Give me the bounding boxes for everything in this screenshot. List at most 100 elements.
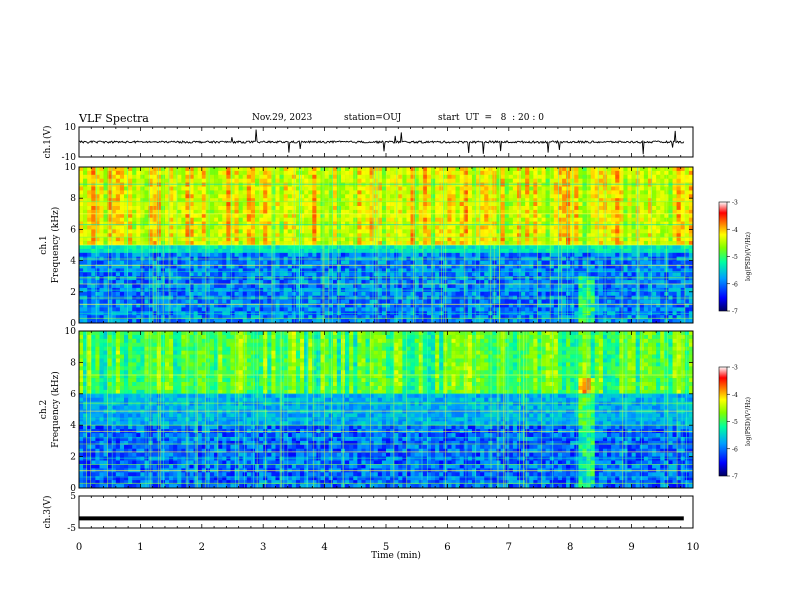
spectrogram-cell bbox=[177, 186, 182, 191]
spectrogram-cell bbox=[512, 276, 518, 281]
spectrogram-cell bbox=[140, 237, 145, 242]
spectrogram-cell bbox=[214, 174, 219, 179]
spectrogram-cell bbox=[570, 213, 575, 218]
spectrogram-cell bbox=[271, 291, 276, 296]
spectrogram-cell bbox=[525, 280, 530, 285]
spectrogram-cell bbox=[402, 217, 407, 222]
spectrogram-cell bbox=[242, 190, 248, 195]
spectrogram-cell bbox=[447, 194, 452, 199]
spectrogram-cell bbox=[500, 303, 505, 308]
spectrogram-cell bbox=[99, 260, 104, 265]
spectrogram-cell bbox=[201, 174, 207, 179]
spectrogram-cell bbox=[95, 280, 100, 285]
spectrogram-cell bbox=[496, 209, 501, 215]
spectrogram-cell bbox=[287, 221, 293, 226]
spectrogram-cell bbox=[361, 280, 366, 285]
spectrogram-cell bbox=[500, 237, 505, 242]
spectrogram-cell bbox=[95, 245, 100, 250]
spectrogram-cell bbox=[169, 225, 174, 230]
spectrogram-cell bbox=[181, 198, 186, 203]
spectrogram-cell bbox=[545, 174, 551, 179]
spectrogram-cell bbox=[83, 237, 88, 242]
spectrogram-cell bbox=[345, 307, 350, 312]
spectrogram-cell bbox=[267, 167, 272, 172]
spectrogram-cell bbox=[525, 268, 530, 273]
spectrogram-cell bbox=[132, 237, 137, 242]
spectrogram-cell bbox=[377, 291, 383, 296]
spectrogram-cell bbox=[365, 217, 370, 222]
spectrogram-cell bbox=[246, 167, 252, 172]
spectrogram-cell bbox=[271, 303, 276, 308]
spectrogram-cell bbox=[295, 229, 301, 234]
spectrogram-cell bbox=[267, 276, 272, 281]
spectrogram-cell bbox=[525, 299, 530, 304]
spectrogram-cell bbox=[177, 264, 182, 269]
spectrogram-cell bbox=[529, 221, 534, 226]
spectrogram-cell bbox=[83, 174, 88, 179]
spectrogram-cell bbox=[410, 198, 415, 203]
spectrogram-cell bbox=[582, 217, 587, 222]
spectrogram-cell bbox=[99, 182, 104, 187]
spectrogram-cell bbox=[230, 237, 235, 242]
spectrogram-cell bbox=[529, 319, 534, 324]
spectrogram-cell bbox=[426, 194, 432, 199]
spectrogram-cell bbox=[426, 260, 432, 265]
spectrogram-cell bbox=[119, 178, 125, 183]
spectrogram-cell bbox=[512, 198, 518, 203]
spectrogram-cell bbox=[230, 303, 235, 308]
spectrogram-cell bbox=[238, 174, 244, 179]
spectrogram-cell bbox=[140, 221, 145, 226]
spectrogram-cell bbox=[574, 237, 579, 242]
spectrogram-cell bbox=[373, 284, 379, 289]
spectrogram-cell bbox=[570, 186, 575, 191]
spectrogram-cell bbox=[99, 252, 104, 257]
spectrogram-cell bbox=[95, 186, 100, 191]
spectrogram-cell bbox=[463, 272, 469, 277]
spectrogram-cell bbox=[324, 178, 329, 183]
spectrogram-cell bbox=[111, 303, 117, 308]
spectrogram-cell bbox=[250, 315, 256, 320]
spectrogram-cell bbox=[578, 241, 583, 246]
spectrogram-cell bbox=[111, 319, 117, 324]
spectrogram-cell bbox=[553, 252, 559, 257]
spectrogram-cell bbox=[189, 260, 194, 265]
spectrogram-cell bbox=[435, 229, 440, 234]
spectrogram-cell bbox=[476, 217, 481, 222]
spectrogram-cell bbox=[377, 202, 383, 207]
spectrogram-cell bbox=[304, 229, 309, 234]
spectrogram-cell bbox=[398, 272, 403, 277]
spectrogram-cell bbox=[95, 190, 100, 195]
spectrogram-cell bbox=[103, 319, 108, 324]
spectrogram-cell bbox=[91, 221, 96, 226]
spectrogram-cell bbox=[570, 194, 575, 199]
spectrogram-cell bbox=[357, 167, 362, 172]
spectrogram-cell bbox=[328, 194, 334, 199]
spectrogram-cell bbox=[525, 194, 530, 199]
spectrogram-cell bbox=[386, 291, 391, 296]
spectrogram-cell bbox=[570, 307, 575, 312]
spectrogram-cell bbox=[304, 237, 309, 242]
spectrogram-cell bbox=[361, 252, 366, 257]
spectrogram-cell bbox=[422, 213, 428, 218]
spectrogram-cell bbox=[390, 241, 395, 246]
spectrogram-cell bbox=[402, 221, 407, 226]
spectrogram-cell bbox=[574, 276, 579, 281]
spectrogram-cell bbox=[263, 272, 268, 277]
spectrogram-cell bbox=[381, 237, 387, 242]
spectrogram-cell bbox=[480, 194, 485, 199]
spectrogram-cell bbox=[553, 303, 559, 308]
spectrogram-cell bbox=[467, 241, 473, 246]
spectrogram-cell bbox=[295, 252, 301, 257]
spectrogram-cell bbox=[582, 186, 587, 191]
spectrogram-cell bbox=[365, 225, 370, 230]
spectrogram-cell bbox=[373, 260, 379, 265]
spectrogram-cell bbox=[250, 252, 256, 257]
spectrogram-cell bbox=[377, 237, 383, 242]
spectrogram-cell bbox=[508, 284, 514, 289]
spectrogram-cell bbox=[480, 190, 485, 195]
spectrogram-cell bbox=[164, 209, 170, 215]
spectrogram-cell bbox=[541, 174, 546, 179]
spectrogram-cell bbox=[431, 233, 436, 238]
spectrogram-cell bbox=[480, 221, 485, 226]
spectrogram-cell bbox=[533, 178, 538, 183]
